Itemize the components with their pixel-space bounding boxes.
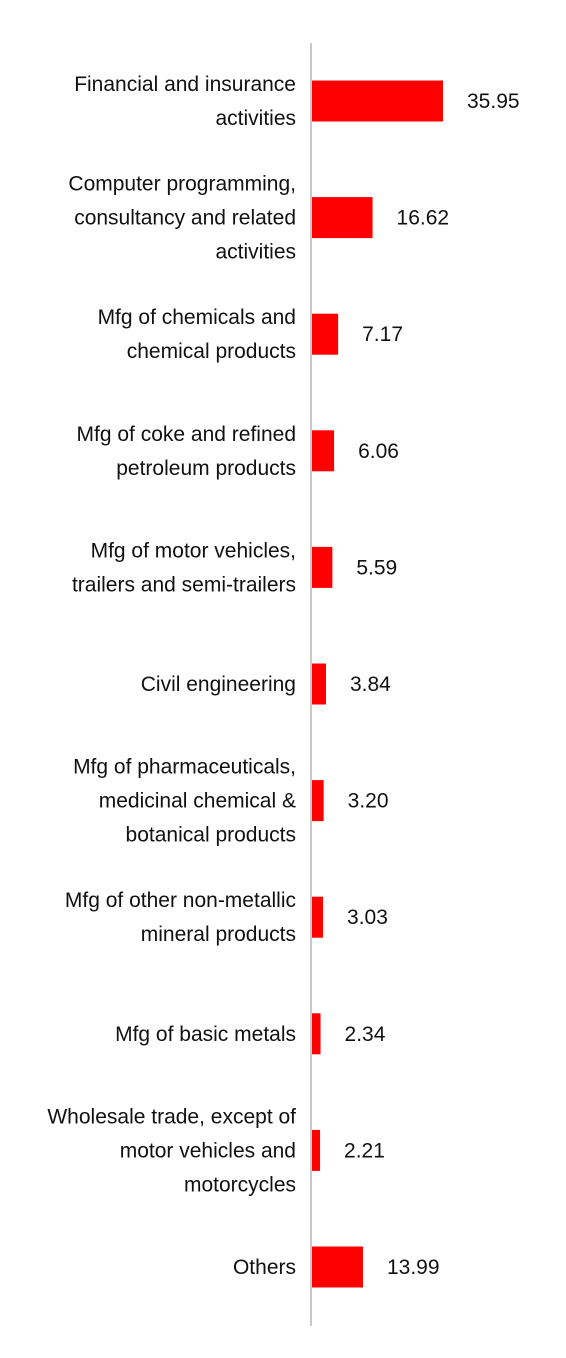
category-label: Financial and insurance activities [74, 73, 296, 130]
category-label-line: Financial and insurance [74, 73, 296, 96]
category-label-line: motor vehicles and [120, 1139, 296, 1162]
category-label-line: Mfg of motor vehicles, [91, 539, 296, 562]
value-label: 16.62 [397, 207, 450, 230]
value-label: 3.03 [347, 906, 388, 929]
value-label: 13.99 [387, 1256, 440, 1279]
value-label: 2.21 [344, 1139, 385, 1162]
category-label: Wholesale trade, except of motor vehicles… [47, 1105, 296, 1196]
category-label: Mfg of basic metals [115, 1023, 296, 1046]
value-label: 3.20 [348, 790, 389, 813]
bar [312, 663, 326, 705]
category-label-line: Computer programming, [68, 173, 296, 196]
category-label-line: medicinal chemical & [99, 790, 296, 813]
category-label-line: Mfg of basic metals [115, 1023, 296, 1046]
bar [312, 430, 335, 472]
category-label-line: activities [215, 241, 296, 264]
bar [312, 780, 324, 822]
category-label-line: botanical products [126, 824, 296, 847]
value-label: 6.06 [358, 440, 399, 463]
value-label: 5.59 [356, 556, 397, 579]
category-label-line: Others [233, 1256, 296, 1279]
category-label: Mfg of chemicals and chemical products [98, 306, 296, 363]
bar [312, 1129, 321, 1171]
bar [312, 197, 373, 239]
category-label-line: Mfg of coke and refined [77, 423, 296, 446]
value-labels: 35.95 16.62 7.17 6.06 5.59 3.84 3.20 3.03 2.34 2.… [344, 90, 520, 1279]
category-label: Mfg of motor vehicles, trailers and semi-… [72, 539, 296, 596]
category-label-line: consultancy and related [74, 207, 296, 230]
category-label-line: activities [215, 107, 296, 130]
value-label: 35.95 [467, 90, 520, 113]
category-label: Others [233, 1256, 296, 1279]
bar [312, 546, 333, 588]
bar [312, 1246, 363, 1288]
category-label-line: Mfg of pharmaceuticals, [73, 756, 296, 779]
category-label-line: chemical products [127, 340, 296, 363]
bar [312, 80, 443, 122]
category-label-line: Wholesale trade, except of [47, 1105, 296, 1128]
category-label-line: petroleum products [116, 457, 296, 480]
value-label: 2.34 [345, 1023, 386, 1046]
value-label: 7.17 [362, 323, 403, 346]
category-label: Mfg of pharmaceuticals, medicinal chemica… [73, 756, 296, 847]
category-label: Computer programming, consultancy and rel… [68, 173, 296, 264]
category-label-line: Civil engineering [141, 673, 296, 696]
bar [312, 1013, 321, 1055]
category-label-line: trailers and semi-trailers [72, 573, 296, 596]
category-label: Mfg of other non-metallic mineral product… [65, 889, 296, 946]
category-label-line: mineral products [141, 923, 296, 946]
category-label: Civil engineering [141, 673, 296, 696]
bar [312, 313, 339, 355]
category-label-line: Mfg of other non-metallic [65, 889, 296, 912]
bar [312, 896, 324, 938]
bars [312, 80, 443, 1288]
category-label: Mfg of coke and refined petroleum product… [77, 423, 296, 480]
category-labels: Financial and insurance activitiesCompute… [47, 73, 296, 1279]
category-label-line: motorcycles [184, 1173, 296, 1196]
value-label: 3.84 [350, 673, 391, 696]
category-label-line: Mfg of chemicals and [98, 306, 296, 329]
